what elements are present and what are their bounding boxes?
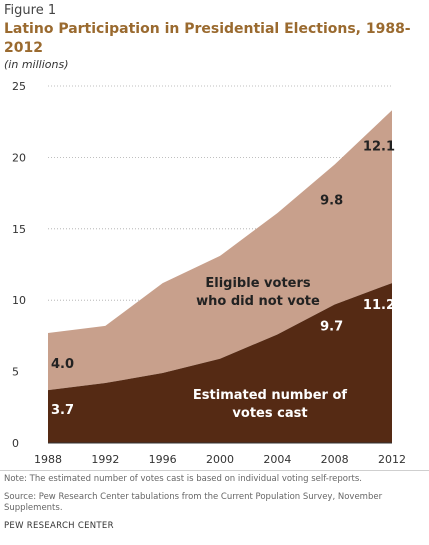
data-label: 9.7 <box>320 319 343 334</box>
x-tick-label: 1996 <box>149 453 177 466</box>
x-tick-label: 1988 <box>34 453 62 466</box>
area-chart: 0 5 10 15 20 25 1988 1992 1996 2000 2004 2008 2012 3.… <box>12 80 406 466</box>
data-label: 4.0 <box>51 357 74 372</box>
data-label: 9.8 <box>320 194 343 209</box>
chart-note: Note: The estimated number of votes cast… <box>4 474 362 484</box>
data-label: 12.1 <box>363 139 395 154</box>
chart-source: Source: Pew Research Center tabulations … <box>4 492 383 513</box>
area-label-did-not-vote: who did not vote <box>196 294 320 309</box>
data-label: 11.2 <box>363 298 395 313</box>
x-tick-label: 2008 <box>321 453 349 466</box>
chart-subtitle: (in millions) <box>4 58 69 71</box>
footer-divider <box>0 470 429 471</box>
y-tick-label: 0 <box>12 437 19 450</box>
x-tick-label: 1992 <box>91 453 119 466</box>
chart-title: Latino Participation in Presidential Ele… <box>4 21 411 56</box>
figure-label: Figure 1 <box>4 3 57 18</box>
y-tick-label: 25 <box>12 80 26 93</box>
x-tick-label: 2012 <box>378 453 406 466</box>
organization-name: PEW RESEARCH CENTER <box>4 521 114 531</box>
y-tick-label: 10 <box>12 294 26 307</box>
data-label: 3.7 <box>51 403 74 418</box>
x-tick-label: 2000 <box>206 453 234 466</box>
area-label-did-not-vote: Eligible voters <box>205 276 311 291</box>
series-area-votes-cast <box>48 283 392 443</box>
area-label-votes-cast: Estimated number of <box>193 388 348 403</box>
y-tick-label: 5 <box>12 366 19 379</box>
series-area-did-not-vote <box>48 110 392 391</box>
x-tick-label: 2004 <box>263 453 291 466</box>
y-tick-label: 15 <box>12 223 26 236</box>
y-tick-label: 20 <box>12 151 26 164</box>
area-label-votes-cast: votes cast <box>232 406 307 421</box>
